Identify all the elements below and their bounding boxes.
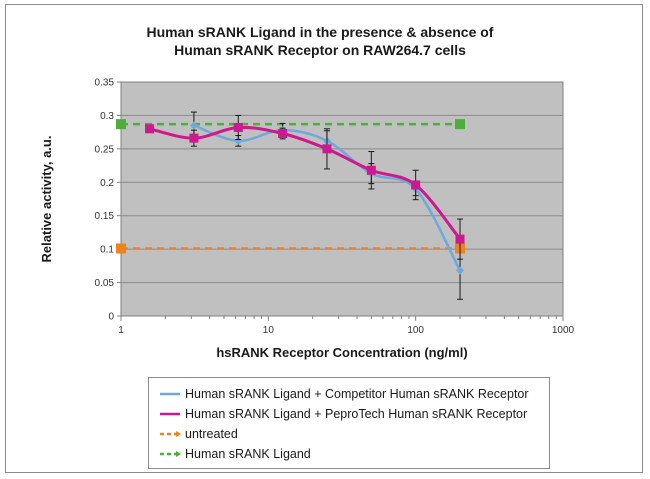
data-point <box>322 144 332 154</box>
y-tick-label: 0.25 <box>95 144 115 155</box>
data-point <box>116 119 126 130</box>
series-layer <box>116 111 466 300</box>
legend-item: Human sRANK Ligand + Competitor Human sR… <box>159 384 549 404</box>
data-point <box>366 165 376 175</box>
data-point <box>189 133 199 143</box>
y-tick-label: 0.35 <box>95 78 115 89</box>
legend-label: Human sRANK Ligand + Competitor Human sR… <box>185 387 529 401</box>
legend-swatch <box>160 392 180 396</box>
legend: Human sRANK Ligand + Competitor Human sR… <box>148 377 550 469</box>
data-point <box>234 136 243 145</box>
x-axis-label: hsRANK Receptor Concentration (ng/ml) <box>216 345 467 360</box>
chart-svg: Human sRANK Ligand in the presence & abs… <box>39 24 575 360</box>
x-tick-label: 10 <box>263 325 275 336</box>
y-tick-label: 0.2 <box>100 178 114 189</box>
y-axis-label: Relative activity, a.u. <box>39 136 54 263</box>
data-point <box>278 128 288 138</box>
series-human-srank-ligand-peprotech-human-srank-receptor <box>145 114 465 260</box>
x-tick-label: 1000 <box>552 325 575 336</box>
series-human-srank-ligand <box>116 119 466 130</box>
chart-title-line-1: Human sRANK Ligand in the presence & abs… <box>147 24 494 40</box>
legend-swatch <box>160 412 180 416</box>
data-point <box>455 234 465 244</box>
chart-frame: Human sRANK Ligand in the presence & abs… <box>5 4 643 473</box>
legend-item: Human sRANK Ligand <box>159 444 549 464</box>
legend-item: untreated <box>159 424 549 444</box>
data-point <box>145 124 155 134</box>
data-point <box>189 121 198 130</box>
data-point <box>456 266 465 275</box>
x-tick-label: 1 <box>118 325 124 336</box>
legend-label: untreated <box>185 427 238 441</box>
legend-label: Human sRANK Ligand + PeproTech Human sRA… <box>185 407 528 421</box>
plot-area <box>120 81 564 317</box>
x-tick-label: 100 <box>407 325 424 336</box>
y-tick-label: 0.05 <box>95 278 115 289</box>
axes: 0 0.05 0.1 0.15 0.2 0.25 0.3 0.35 1 10 100 1000 <box>95 78 575 337</box>
data-point <box>116 243 126 254</box>
data-point <box>233 122 243 132</box>
legend-swatch <box>160 451 181 457</box>
legend-swatch <box>160 431 181 437</box>
y-tick-label: 0.3 <box>100 111 114 122</box>
y-tick-label: 0.15 <box>95 211 115 222</box>
legend-label: Human sRANK Ligand <box>185 447 311 461</box>
data-point <box>455 119 466 130</box>
y-tick-label: 0.1 <box>100 245 114 256</box>
y-tick-label: 0 <box>108 312 114 323</box>
chart-title-line-2: Human sRANK Receptor on RAW264.7 cells <box>174 42 466 58</box>
legend-item: Human sRANK Ligand + PeproTech Human sRA… <box>159 404 549 424</box>
data-point <box>411 180 421 190</box>
